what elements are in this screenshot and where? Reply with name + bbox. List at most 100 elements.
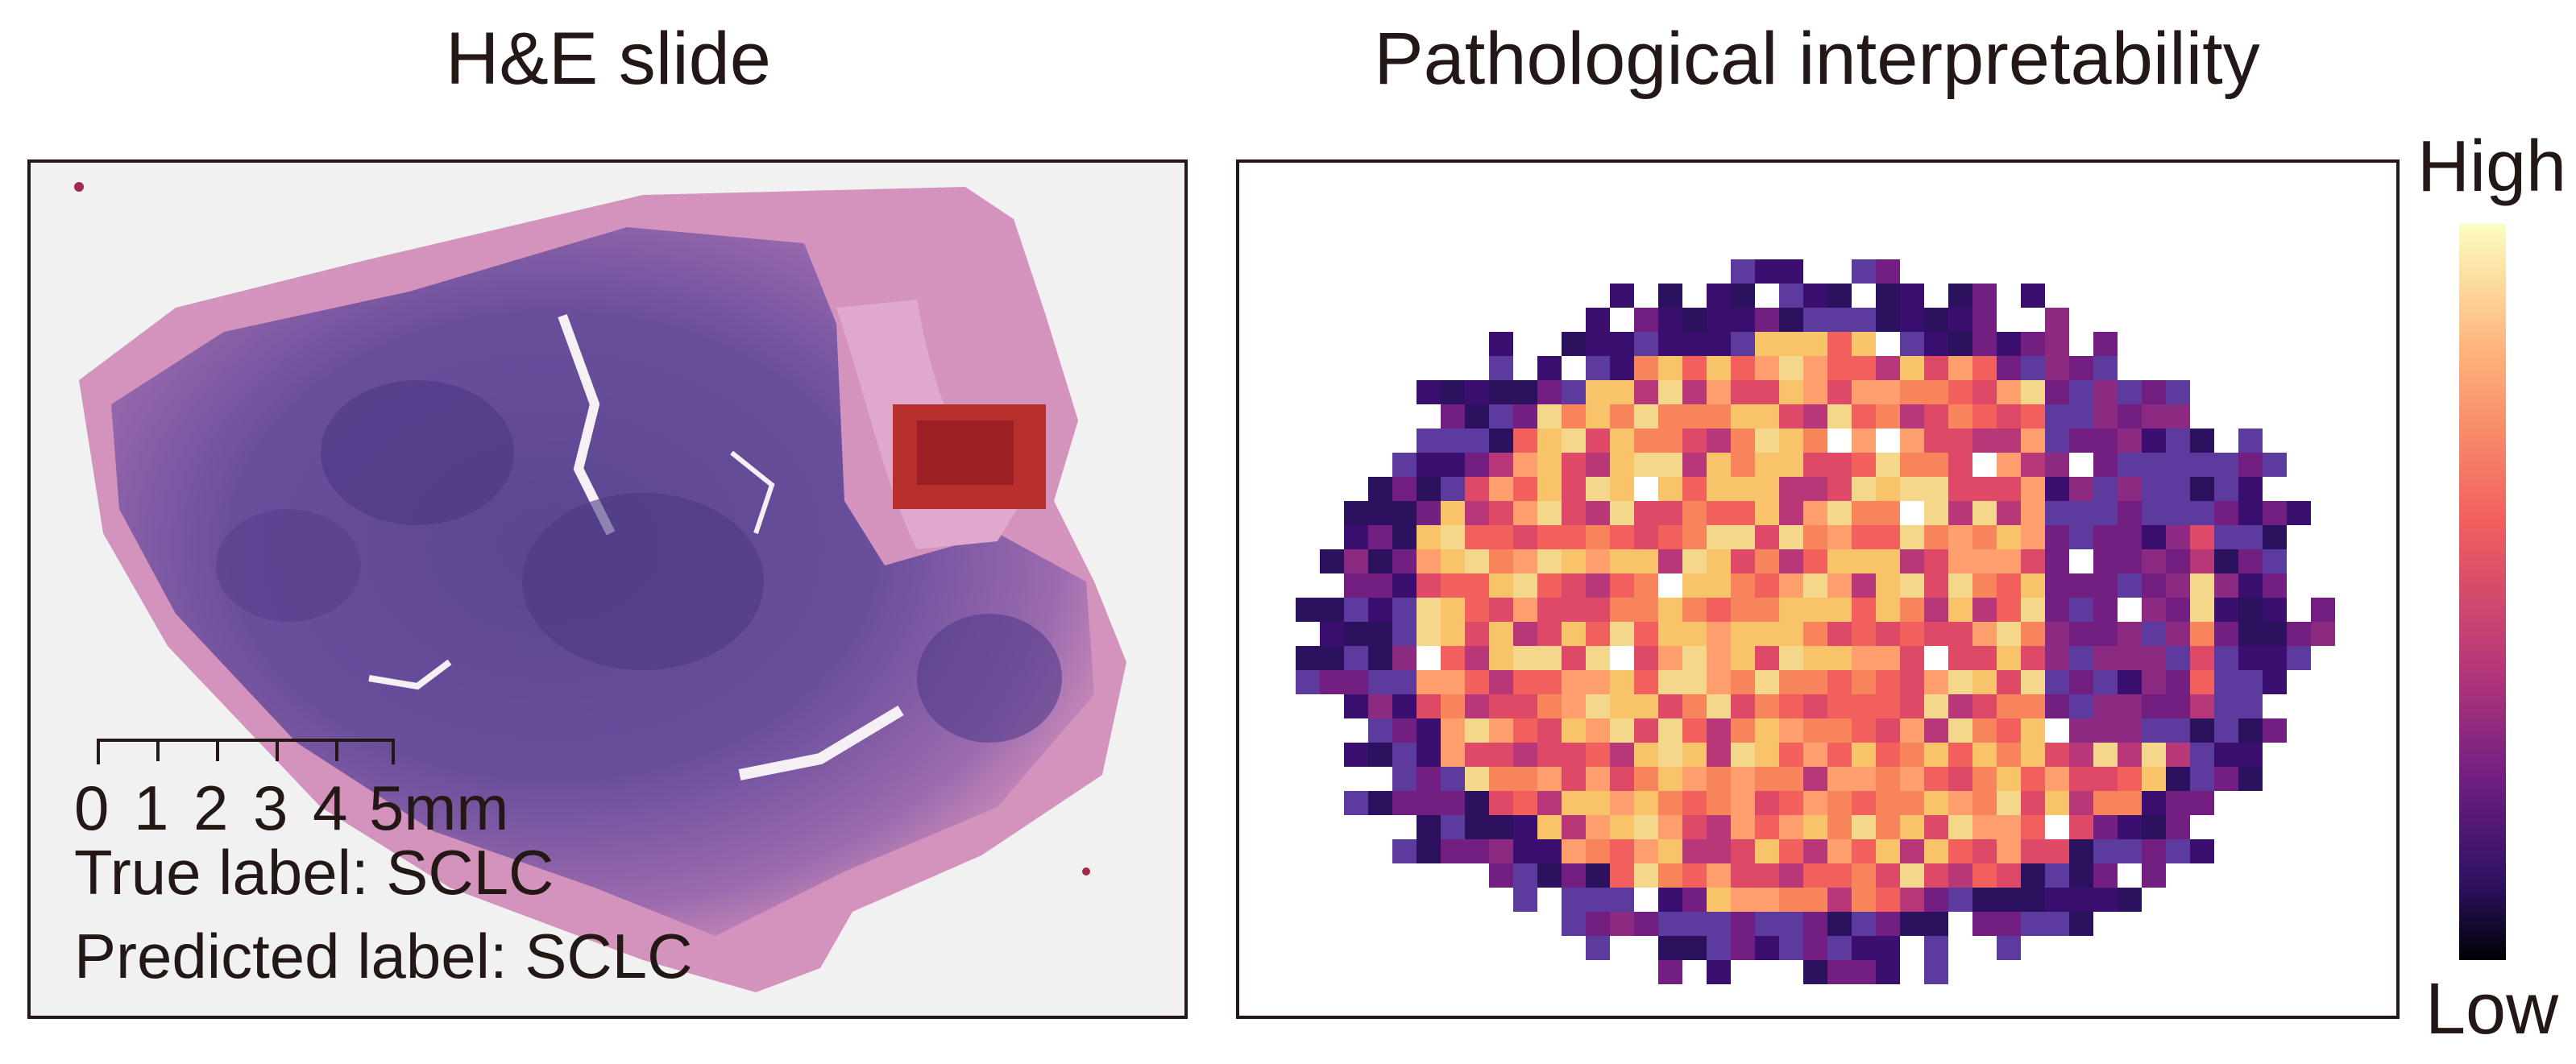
heatmap-tile [1392, 549, 1417, 573]
heatmap-tile [2214, 670, 2238, 694]
heatmap-tile [1779, 670, 1803, 694]
heatmap-tile [2045, 404, 2069, 428]
heatmap-tile [2021, 380, 2045, 404]
heatmap-tile [1562, 694, 1586, 718]
scale-tick-5mm: 5mm [369, 772, 509, 843]
heatmap-tile [1731, 936, 1755, 960]
heatmap-tile [1392, 525, 1417, 549]
heatmap-tile [2214, 743, 2238, 767]
heatmap-tile [1368, 791, 1392, 815]
heatmap-tile [1972, 549, 1997, 573]
heatmap-tile [2021, 477, 2045, 501]
heatmap-tile [1755, 863, 1779, 888]
heatmap-tile [2142, 622, 2166, 646]
heatmap-tile [1682, 598, 1707, 622]
heatmap-tile [1441, 646, 1465, 670]
heatmap-tile [1537, 549, 1562, 573]
heatmap-tile [1876, 622, 1900, 646]
heatmap-tile [1731, 743, 1755, 767]
heatmap-tile [2093, 477, 2118, 501]
heatmap-tile [1658, 815, 1682, 839]
heatmap-tile [2118, 670, 2142, 694]
heatmap-tile [2069, 912, 2093, 936]
heatmap-tile [1755, 912, 1779, 936]
heatmap-tile [1634, 380, 1658, 404]
heatmap-tile [1489, 646, 1513, 670]
heatmap-tile [1707, 670, 1731, 694]
heatmap-tile [2142, 428, 2166, 453]
heatmap-tile [1779, 284, 1803, 308]
heatmap-tile [1586, 791, 1610, 815]
heatmap-tile [1755, 308, 1779, 332]
heatmap-tile [1900, 743, 1924, 767]
heatmap-tile [1537, 525, 1562, 549]
heatmap-tile [1924, 428, 1948, 453]
heatmap-tile [2021, 694, 2045, 718]
heatmap-tile [1803, 501, 1827, 525]
heatmap-tile [1537, 815, 1562, 839]
heatmap-tile [1876, 284, 1900, 308]
heatmap-tile [2021, 428, 2045, 453]
heatmap-tile [1562, 646, 1586, 670]
heatmap-tile [1803, 694, 1827, 718]
heatmap-tile [1634, 453, 1658, 477]
heatmap-tile [1997, 670, 2021, 694]
heatmap-tile [1368, 670, 1392, 694]
heatmap-tile [1682, 839, 1707, 863]
heatmap-tile [1489, 356, 1513, 380]
heatmap-tile [1948, 525, 1972, 549]
heatmap-tile [1707, 960, 1731, 984]
heatmap-tile [1489, 839, 1513, 863]
heatmap-tile [1537, 646, 1562, 670]
heatmap-tile [1731, 404, 1755, 428]
heatmap-tile [1392, 622, 1417, 646]
heatmap-tile [1658, 694, 1682, 718]
heatmap-tile [1827, 308, 1852, 332]
heatmap-tile [2045, 839, 2069, 863]
heatmap-tile [1779, 839, 1803, 863]
heatmap-tile [2142, 453, 2166, 477]
heatmap-tile [1513, 380, 1537, 404]
heatmap-tile [1417, 791, 1441, 815]
heatmap-tile [2069, 573, 2093, 598]
heatmap-tile [1924, 332, 1948, 356]
heatmap-tile [2190, 670, 2214, 694]
heatmap-tile [1803, 670, 1827, 694]
heatmap-tile [1779, 573, 1803, 598]
heatmap-tile [2093, 863, 2118, 888]
heatmap-tile [1441, 477, 1465, 501]
heatmap-tile [1562, 718, 1586, 743]
heatmap-tile [1489, 477, 1513, 501]
heatmap-tile [2238, 718, 2263, 743]
heatmap-tile [2093, 356, 2118, 380]
heatmap-tile [1610, 380, 1634, 404]
heatmap-tile [1707, 404, 1731, 428]
heatmap-tile [1682, 767, 1707, 791]
heatmap-tile [1803, 888, 1827, 912]
heatmap-tile [2190, 718, 2214, 743]
heatmap-tile [1827, 525, 1852, 549]
heatmap-tile [1562, 791, 1586, 815]
heatmap-tile [1465, 646, 1489, 670]
heatmap-tile [2045, 791, 2069, 815]
heatmap-tile [1610, 694, 1634, 718]
colorbar [2459, 224, 2506, 960]
heatmap-tile [1731, 598, 1755, 622]
heatmap-tile [1900, 839, 1924, 863]
heatmap-tile [1948, 356, 1972, 380]
heatmap-tile [1779, 767, 1803, 791]
heatmap-tile [2045, 888, 2069, 912]
heatmap-tile [1948, 477, 1972, 501]
heatmap-tile [1513, 863, 1537, 888]
heatmap-tile [2118, 718, 2142, 743]
heatmap-tile [2238, 767, 2263, 791]
heatmap-tile [1779, 936, 1803, 960]
heatmap-tile [1779, 598, 1803, 622]
heatmap-tile [2166, 404, 2190, 428]
heatmap-tile [1392, 670, 1417, 694]
heatmap-tile [2021, 863, 2045, 888]
heatmap-tile [1610, 718, 1634, 743]
heatmap-tile [1682, 453, 1707, 477]
heatmap-tile [1731, 670, 1755, 694]
heatmap-tile [2238, 477, 2263, 501]
